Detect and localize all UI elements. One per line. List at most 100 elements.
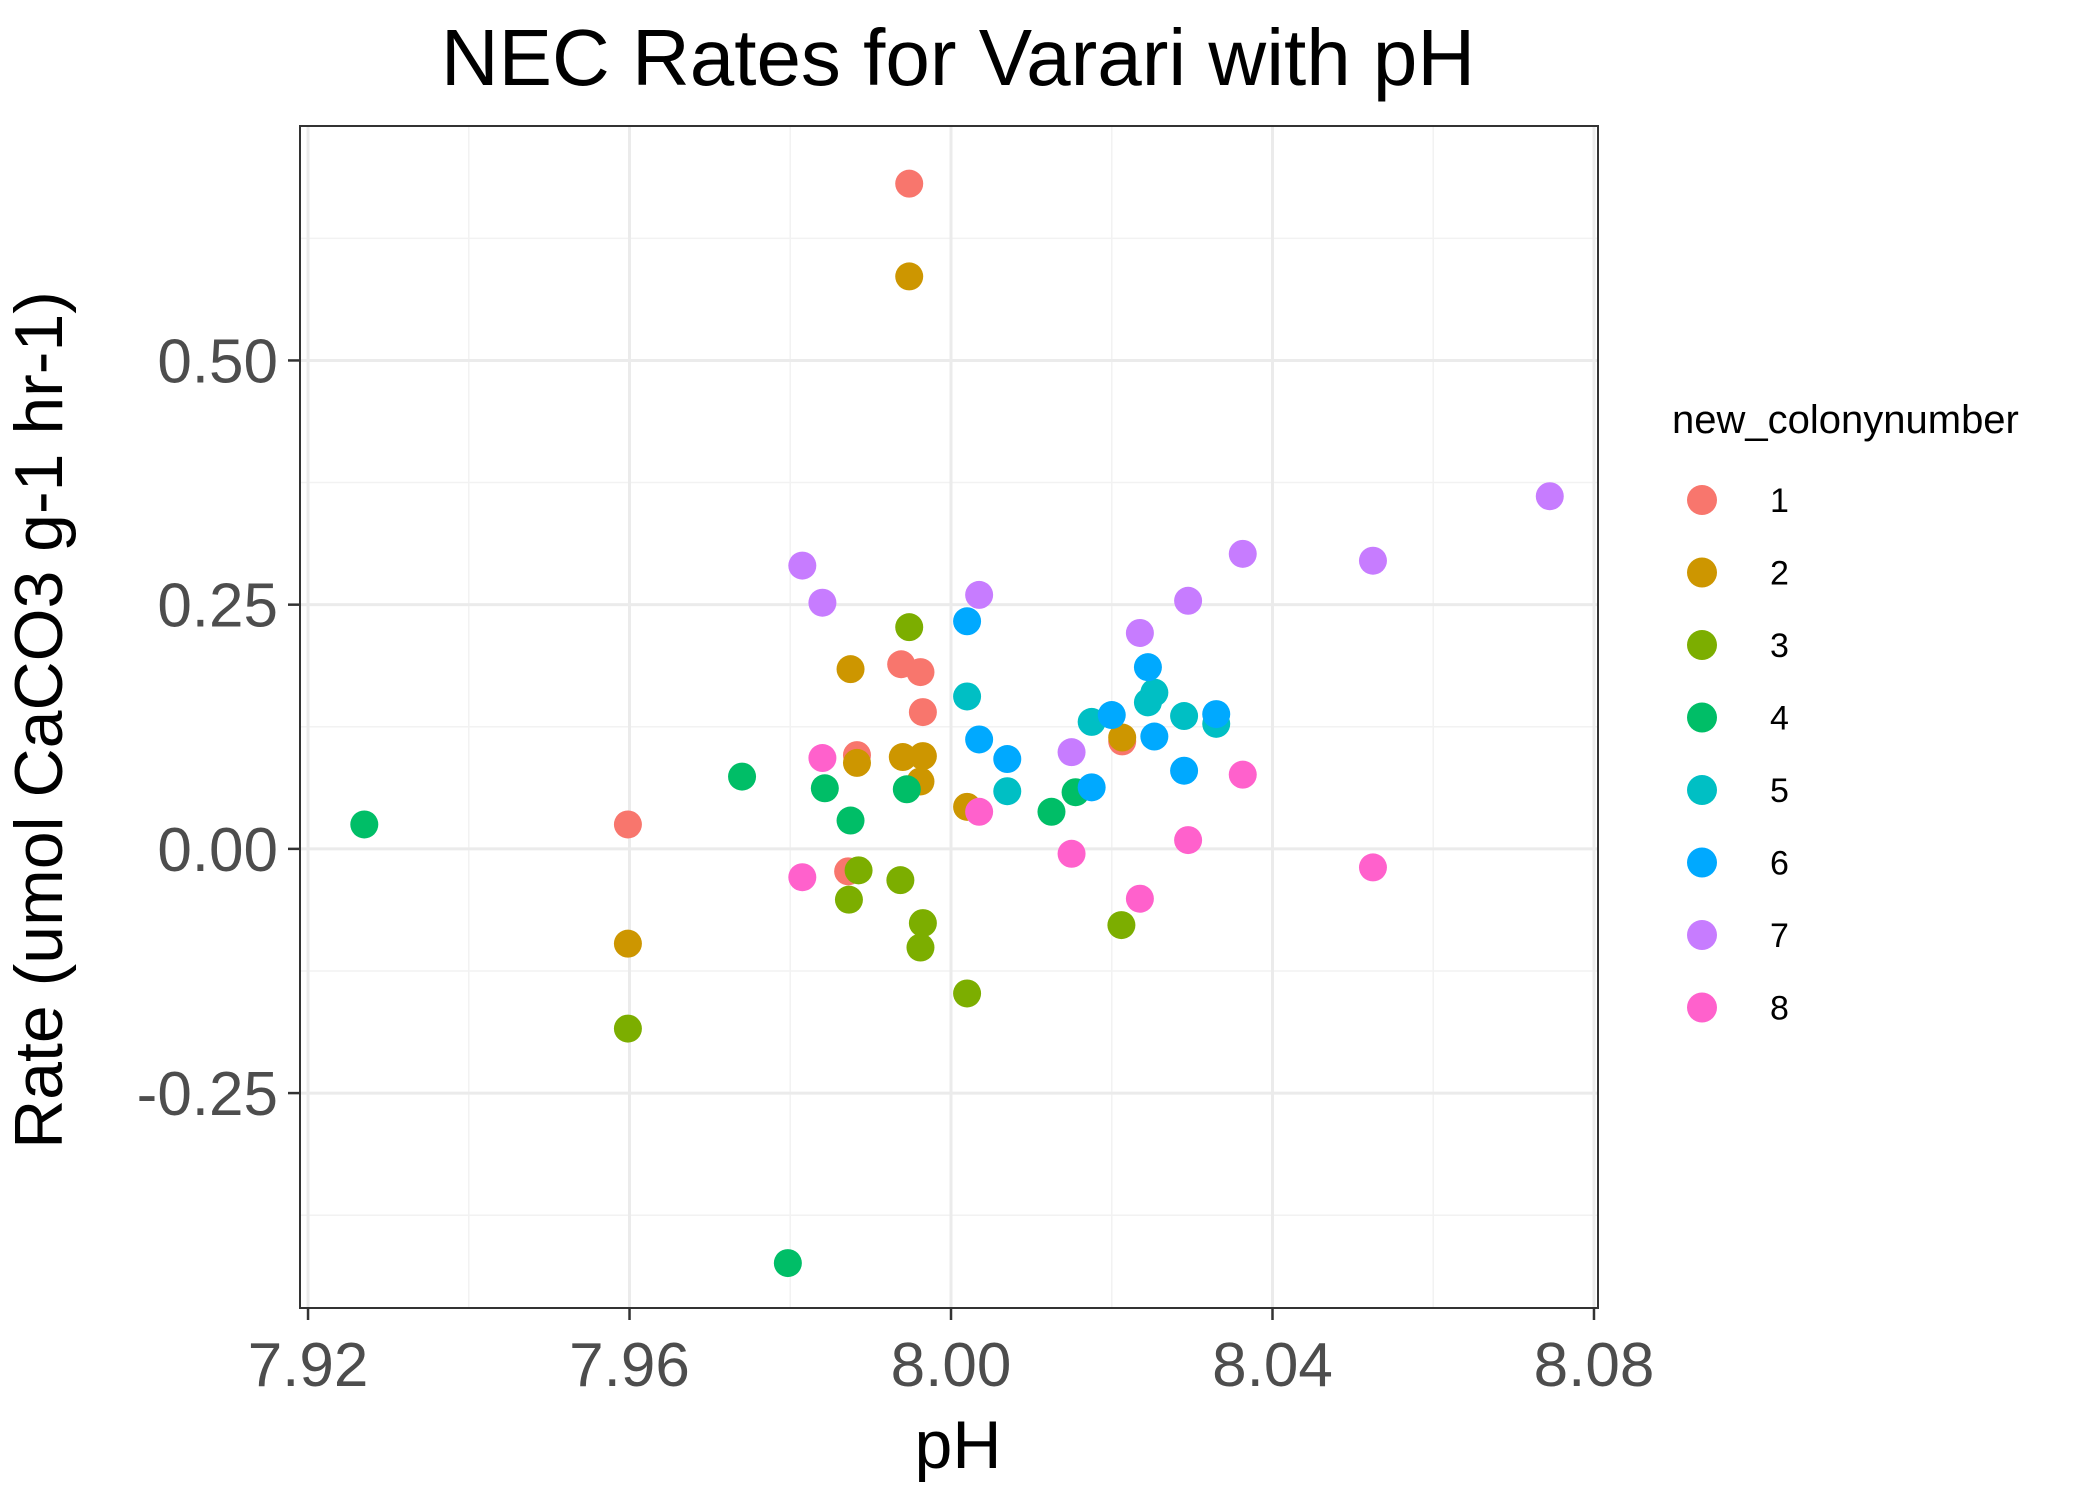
legend-label: 8	[1770, 990, 1789, 1028]
legend-key	[1687, 485, 1717, 515]
data-point	[613, 929, 642, 958]
x-tick-label: 7.92	[248, 1331, 369, 1400]
data-point	[836, 655, 865, 684]
data-point	[953, 979, 982, 1008]
data-point	[993, 777, 1022, 806]
data-points	[350, 169, 1564, 1278]
data-point	[842, 748, 871, 777]
data-point	[350, 810, 379, 839]
x-tick-label: 8.00	[891, 1331, 1012, 1400]
data-point	[888, 743, 917, 772]
data-point	[1057, 839, 1086, 868]
data-point	[844, 856, 873, 885]
x-tick-label: 7.96	[569, 1331, 690, 1400]
data-point	[808, 744, 837, 773]
data-point	[834, 885, 863, 914]
legend-item-3: 3	[1687, 627, 1789, 665]
legend-key	[1687, 557, 1717, 588]
legend-label: 5	[1770, 772, 1789, 810]
data-point	[886, 866, 915, 895]
legend-item-5: 5	[1687, 772, 1789, 810]
data-point	[1170, 702, 1199, 731]
panel-border	[299, 125, 1599, 1309]
data-point	[1140, 678, 1169, 707]
y-axis-title: Rate (umol CaCO3 g-1 hr-1)	[1, 291, 77, 1149]
data-point	[1107, 911, 1136, 940]
legend-label: 2	[1770, 555, 1789, 593]
data-point	[773, 1249, 802, 1278]
data-point	[1174, 586, 1203, 615]
series-8	[788, 744, 1387, 913]
data-point	[908, 742, 937, 771]
y-tick-label: 0.50	[157, 327, 278, 396]
data-point	[808, 588, 837, 617]
data-point	[788, 551, 817, 580]
data-point	[1174, 826, 1203, 855]
legend-item-2: 2	[1687, 555, 1789, 593]
data-point	[1125, 884, 1154, 913]
legend-item-8: 8	[1687, 990, 1789, 1028]
data-point	[1108, 723, 1137, 752]
data-point	[1140, 722, 1169, 751]
legend-key	[1687, 775, 1717, 805]
series-7	[788, 482, 1564, 767]
y-axis: -0.25 0.00 0.25 0.50	[137, 327, 300, 1129]
legend-item-4: 4	[1687, 700, 1789, 738]
data-point	[1358, 853, 1387, 882]
data-point	[613, 1014, 642, 1043]
data-point	[836, 806, 865, 835]
y-tick-label: 0.25	[157, 572, 278, 641]
data-point	[892, 775, 921, 804]
data-point	[728, 762, 757, 791]
data-point	[613, 810, 642, 839]
data-point	[1097, 701, 1126, 730]
legend-key	[1687, 992, 1717, 1023]
data-point	[1125, 618, 1154, 647]
data-point	[1037, 797, 1066, 826]
data-point	[1057, 738, 1086, 767]
series-3	[613, 613, 1136, 1043]
data-point	[1358, 546, 1387, 575]
x-axis-title: pH	[915, 1407, 1002, 1483]
legend-label: 4	[1770, 700, 1789, 738]
legend-item-7: 7	[1687, 917, 1789, 955]
data-point	[965, 725, 994, 754]
legend-key	[1687, 847, 1717, 878]
data-point	[895, 613, 924, 642]
legend-label: 1	[1770, 482, 1789, 520]
legend-label: 3	[1770, 627, 1789, 665]
data-point	[895, 262, 924, 291]
data-point	[810, 774, 839, 803]
series-6	[953, 607, 1231, 802]
data-point	[1202, 700, 1231, 729]
data-point	[965, 580, 994, 609]
legend-key	[1687, 920, 1717, 950]
y-tick-label: 0.00	[157, 816, 278, 885]
y-tick-label: -0.25	[137, 1060, 278, 1129]
legend-items: 1 2 3 4 5 6 7 8	[1687, 482, 1789, 1028]
panel-background	[300, 126, 1598, 1308]
x-tick-label: 8.08	[1534, 1331, 1655, 1400]
legend-key	[1687, 630, 1717, 660]
legend-label: 7	[1770, 917, 1789, 955]
data-point	[953, 607, 982, 636]
legend-key	[1687, 702, 1717, 733]
legend-title: new_colonynumber	[1672, 398, 2019, 442]
data-point	[1228, 760, 1257, 789]
data-point	[953, 682, 982, 711]
data-point	[1228, 539, 1257, 568]
plot-panel	[300, 126, 1598, 1308]
data-point	[788, 863, 817, 892]
data-point	[965, 797, 994, 826]
x-axis: 7.92 7.96 8.00 8.04 8.08	[248, 1308, 1655, 1400]
chart-title: NEC Rates for Varari with pH	[441, 13, 1475, 102]
legend-item-1: 1	[1687, 482, 1789, 520]
x-tick-label: 8.04	[1212, 1331, 1333, 1400]
data-point	[906, 933, 935, 962]
data-point	[993, 745, 1022, 774]
data-point	[1077, 773, 1106, 802]
data-point	[908, 909, 937, 938]
legend-label: 6	[1770, 845, 1789, 883]
data-point	[1535, 482, 1564, 511]
